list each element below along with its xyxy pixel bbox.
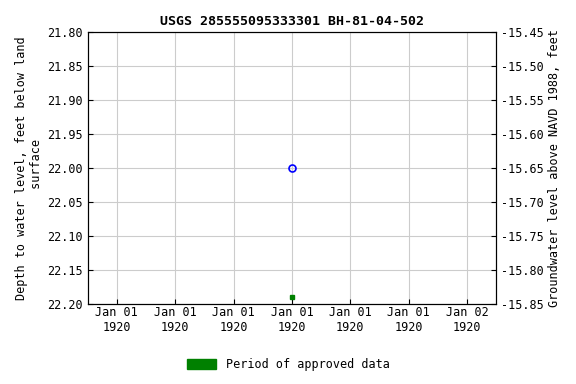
- Title: USGS 285555095333301 BH-81-04-502: USGS 285555095333301 BH-81-04-502: [160, 15, 424, 28]
- Y-axis label: Depth to water level, feet below land
 surface: Depth to water level, feet below land su…: [15, 36, 43, 300]
- Y-axis label: Groundwater level above NAVD 1988, feet: Groundwater level above NAVD 1988, feet: [548, 29, 561, 307]
- Legend: Period of approved data: Period of approved data: [182, 354, 394, 376]
